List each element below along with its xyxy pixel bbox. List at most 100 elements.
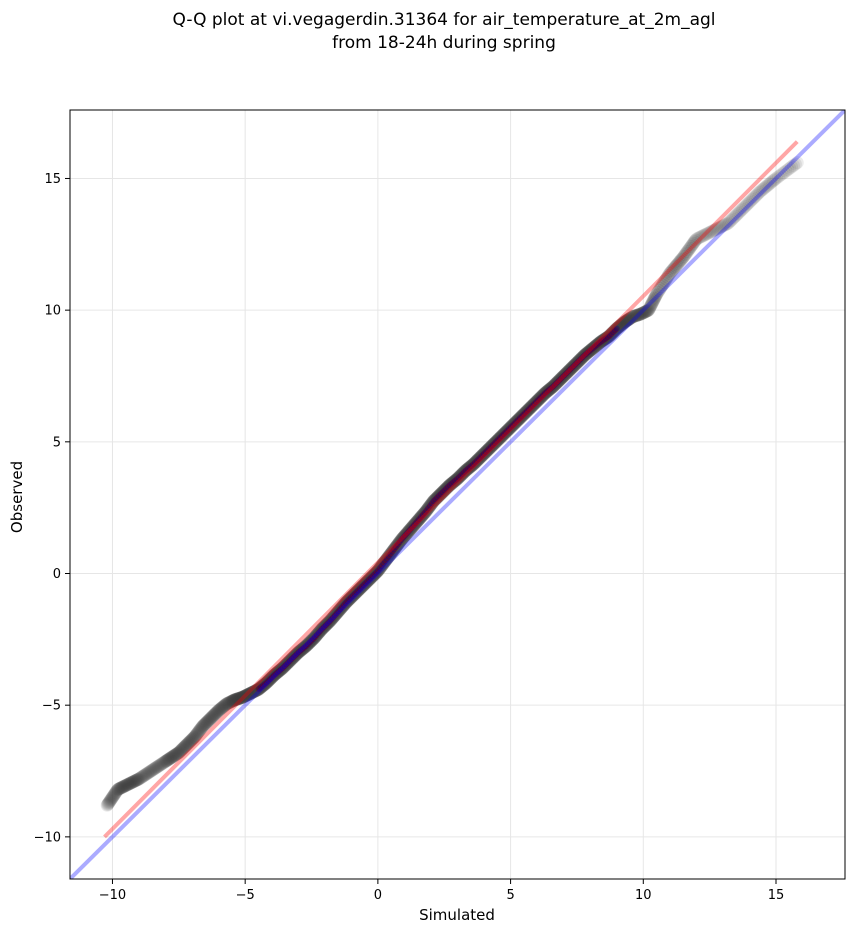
quantile-point <box>592 337 606 351</box>
quantile-point <box>143 765 157 779</box>
quantile-point <box>109 786 123 800</box>
quantile-point <box>448 473 462 487</box>
quantile-point <box>731 206 745 220</box>
quantile-point <box>590 338 604 352</box>
quantile-point-core <box>370 572 377 579</box>
quantile-point <box>678 248 692 262</box>
quantile-point <box>606 326 620 340</box>
quantile-point <box>477 446 491 460</box>
quantile-point-core <box>450 479 457 486</box>
quantile-point <box>614 318 628 332</box>
quantile-point <box>249 684 263 698</box>
quantile-point-core <box>444 483 451 490</box>
quantile-point <box>548 377 562 391</box>
quantile-point <box>602 329 616 343</box>
quantile-point-core <box>301 644 308 651</box>
quantile-point <box>234 691 248 705</box>
y-tick-label: −10 <box>34 830 61 845</box>
x-axis-ticks: −10 −5 0 5 10 15 <box>99 879 784 903</box>
quantile-point <box>507 417 521 431</box>
quantile-points <box>100 156 804 812</box>
quantile-point-core <box>274 669 281 676</box>
quantile-point <box>151 759 165 773</box>
quantile-point-core <box>447 481 454 488</box>
quantile-point <box>215 700 229 714</box>
quantile-point <box>754 184 768 198</box>
quantile-point <box>412 513 426 527</box>
quantile-point-core <box>473 458 480 465</box>
quantile-point <box>351 583 365 597</box>
quantile-point-core <box>295 649 302 656</box>
quantile-point <box>192 724 206 738</box>
quantile-point-core <box>268 674 275 681</box>
x-axis-label: Simulated <box>419 906 495 924</box>
quantile-point <box>505 419 519 433</box>
quantile-point <box>654 280 668 294</box>
quantile-point <box>385 546 399 560</box>
quantile-point <box>402 523 416 537</box>
quantile-point <box>665 264 679 278</box>
quantile-point-core <box>509 422 516 429</box>
quantile-point <box>658 274 672 288</box>
quantile-point-core <box>356 586 363 593</box>
quantile-point <box>502 422 516 436</box>
quantile-point <box>264 671 278 685</box>
quantile-point-core <box>584 350 591 357</box>
quantile-point <box>371 563 385 577</box>
quantile-point-core <box>477 454 484 461</box>
quantile-point <box>373 561 387 575</box>
quantile-point <box>592 336 606 350</box>
quantile-point <box>436 485 450 499</box>
quantile-point <box>252 682 266 696</box>
quantile-point <box>765 175 779 189</box>
quantile-point <box>315 623 329 637</box>
quantile-point <box>129 773 143 787</box>
quantile-point-core <box>397 538 404 545</box>
quantile-point <box>298 640 312 654</box>
quantile-point-core <box>594 341 601 348</box>
quantile-point-core <box>572 361 579 368</box>
quantile-point <box>261 674 275 688</box>
quantile-point-core <box>530 401 537 408</box>
quantile-point-core <box>404 529 411 536</box>
quantile-point <box>537 387 551 401</box>
quantile-point-core <box>456 473 463 480</box>
quantile-point <box>711 221 725 235</box>
quantile-point <box>251 683 265 697</box>
quantile-point-core <box>490 441 497 448</box>
quantile-point <box>388 541 402 555</box>
quantile-point <box>103 795 117 809</box>
quantile-point <box>519 405 533 419</box>
quantile-point <box>350 585 364 599</box>
y-tick-label: 10 <box>44 304 61 319</box>
quantile-point <box>116 780 130 794</box>
quantile-point <box>624 311 638 325</box>
quantile-point <box>631 308 645 322</box>
quantile-point <box>402 524 416 538</box>
quantile-point <box>290 646 304 660</box>
quantile-point <box>107 788 121 802</box>
quantile-point-core <box>326 618 333 625</box>
quantile-point-core <box>524 407 531 414</box>
quantile-point <box>358 577 372 591</box>
quantile-point <box>689 233 703 247</box>
quantile-point-core <box>431 497 438 504</box>
quantile-point <box>268 667 282 681</box>
quantile-point-core <box>470 461 477 468</box>
quantile-point <box>504 420 518 434</box>
quantile-point-core <box>465 465 472 472</box>
quantile-point <box>620 314 634 328</box>
quantile-point <box>728 209 742 223</box>
quantile-point <box>430 491 444 505</box>
quantile-point-core <box>402 531 409 538</box>
quantile-point <box>463 460 477 474</box>
quantile-point <box>378 554 392 568</box>
quantile-point-core <box>484 447 491 454</box>
quantile-point-core <box>266 677 273 684</box>
quantile-point <box>528 396 542 410</box>
quantile-point-core <box>405 528 412 535</box>
quantile-point <box>494 429 508 443</box>
quantile-point-core <box>350 591 357 598</box>
quantile-point <box>304 634 318 648</box>
quantile-point-core <box>469 462 476 469</box>
